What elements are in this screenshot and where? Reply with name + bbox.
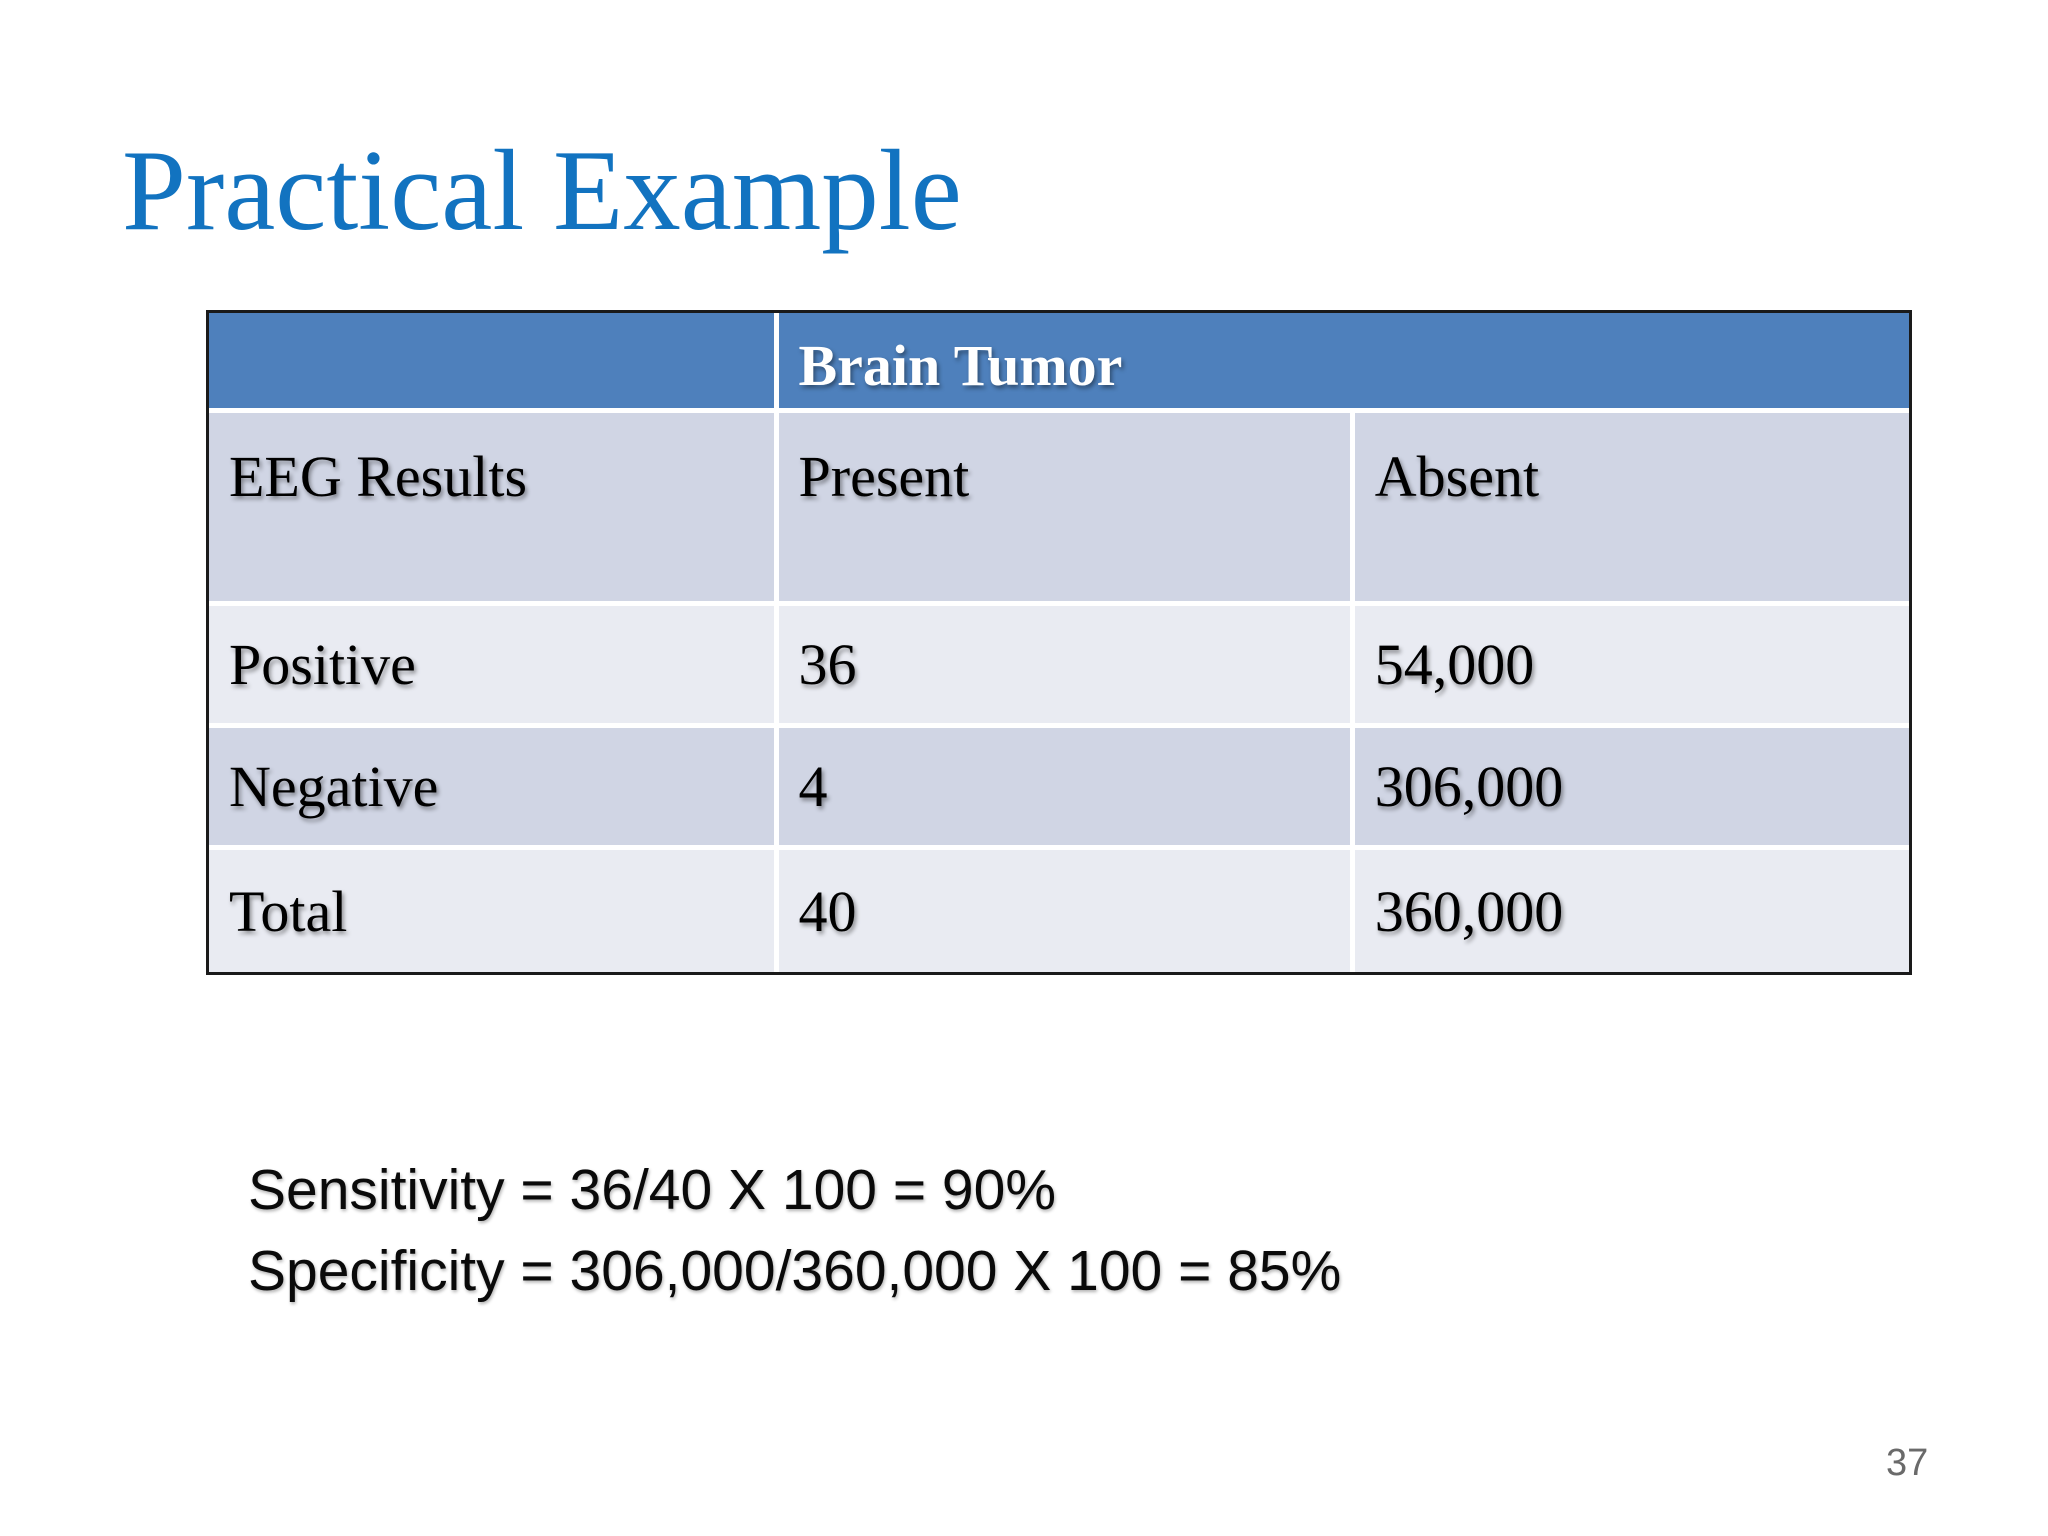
row-label-total: Total — [209, 850, 779, 972]
column-header-row: EEG Results Present Absent — [209, 413, 1909, 606]
column-header-present: Present — [778, 413, 1355, 606]
page-title: Practical Example — [122, 127, 962, 254]
cell-negative-absent: 306,000 — [1354, 728, 1909, 850]
cell-negative-present: 4 — [778, 728, 1355, 850]
table-row: Positive 36 54,000 — [209, 606, 1909, 728]
cell-total-absent: 360,000 — [1354, 850, 1909, 972]
cell-total-present: 40 — [778, 850, 1355, 972]
header-empty-cell — [209, 313, 779, 413]
formula-block: Sensitivity = 36/40 X 100 = 90% Specific… — [248, 1150, 1341, 1312]
column-header-absent: Absent — [1354, 413, 1909, 606]
cell-positive-present: 36 — [778, 606, 1355, 728]
slide-page-number: 37 — [1886, 1442, 1929, 1484]
table-header-row: Brain Tumor — [209, 313, 1909, 413]
row-label-positive: Positive — [209, 606, 779, 728]
column-header-row-label: EEG Results — [209, 413, 779, 606]
row-label-negative: Negative — [209, 728, 779, 850]
sensitivity-formula: Sensitivity = 36/40 X 100 = 90% — [248, 1158, 1057, 1222]
group-header-cell: Brain Tumor — [778, 313, 1909, 413]
specificity-formula: Specificity = 306,000/360,000 X 100 = 85… — [248, 1239, 1342, 1303]
table-row: Negative 4 306,000 — [209, 728, 1909, 850]
contingency-table: Brain Tumor EEG Results Present Absent P… — [206, 310, 1912, 975]
cell-positive-absent: 54,000 — [1354, 606, 1909, 728]
eeg-brain-tumor-table: Brain Tumor EEG Results Present Absent P… — [209, 313, 1909, 972]
table-row: Total 40 360,000 — [209, 850, 1909, 972]
